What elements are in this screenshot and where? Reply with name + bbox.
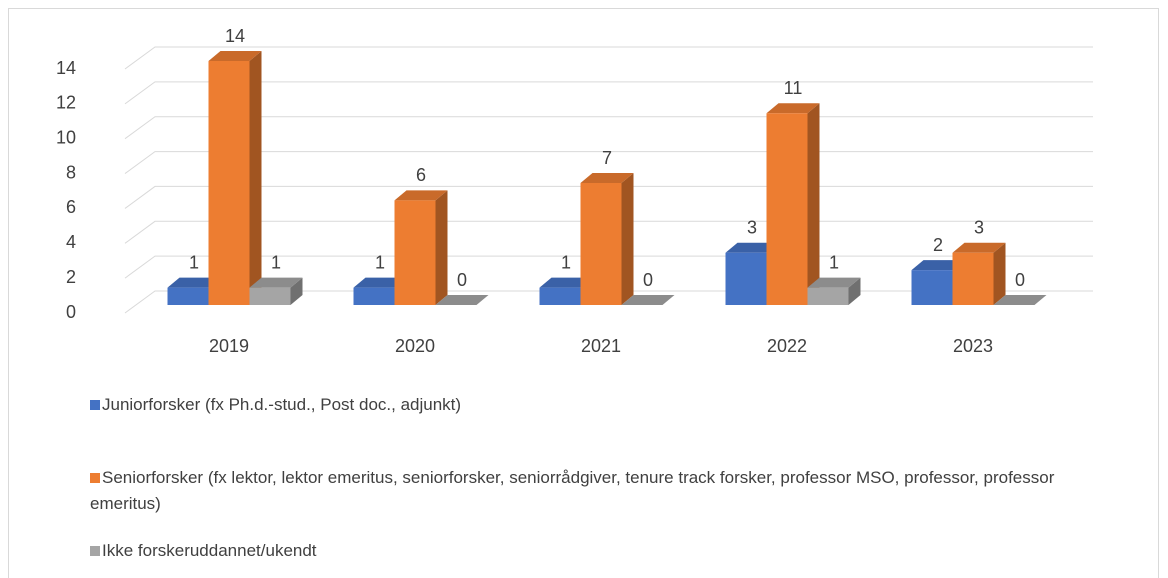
x-tick-label: 2020 bbox=[395, 336, 435, 356]
bar-face bbox=[911, 260, 965, 271]
bar-face bbox=[993, 242, 1006, 305]
bar-face bbox=[435, 190, 448, 305]
x-tick-label: 2019 bbox=[209, 336, 249, 356]
bar-face bbox=[725, 242, 779, 253]
data-label: 0 bbox=[643, 270, 653, 290]
x-tick-label: 2023 bbox=[953, 336, 993, 356]
y-tick-label: 12 bbox=[56, 93, 76, 113]
bar-face bbox=[435, 295, 489, 305]
bar-face bbox=[621, 173, 634, 305]
bar bbox=[580, 173, 634, 305]
y-tick-label: 0 bbox=[66, 302, 76, 322]
data-label: 0 bbox=[457, 270, 467, 290]
bar-face bbox=[807, 103, 820, 306]
bar bbox=[353, 277, 407, 305]
bar bbox=[249, 277, 303, 305]
bar-face bbox=[807, 277, 861, 288]
legend-label: Juniorforsker (fx Ph.d.-stud., Post doc.… bbox=[102, 395, 462, 414]
legend-swatch bbox=[90, 546, 100, 556]
data-label: 6 bbox=[416, 165, 426, 185]
legend-item: Seniorforsker (fx lektor, lektor emeritu… bbox=[90, 465, 1110, 517]
bar-face bbox=[249, 51, 262, 305]
legend-swatch bbox=[90, 473, 100, 483]
data-label: 1 bbox=[189, 252, 199, 272]
y-tick-label: 2 bbox=[66, 267, 76, 287]
legend-label: Seniorforsker (fx lektor, lektor emeritu… bbox=[90, 468, 1055, 513]
bar-face bbox=[290, 277, 303, 305]
bar-face bbox=[167, 287, 209, 305]
bar-face bbox=[911, 270, 953, 305]
bar-face bbox=[249, 287, 291, 305]
bar-face bbox=[394, 200, 436, 305]
bar bbox=[807, 277, 861, 305]
bar bbox=[952, 242, 1006, 305]
y-tick-label: 8 bbox=[66, 162, 76, 182]
y-tick-label: 4 bbox=[66, 232, 76, 252]
bar bbox=[993, 295, 1047, 305]
bar-face bbox=[208, 61, 250, 305]
bar bbox=[208, 51, 262, 305]
data-label: 3 bbox=[974, 217, 984, 237]
bar-face bbox=[580, 183, 622, 305]
legend-item: Juniorforsker (fx Ph.d.-stud., Post doc.… bbox=[90, 392, 1110, 418]
grid-line bbox=[124, 81, 1093, 105]
data-label: 1 bbox=[829, 252, 839, 272]
bar-face bbox=[848, 277, 861, 305]
bar bbox=[435, 295, 489, 305]
frame bbox=[8, 8, 1159, 578]
bar-face bbox=[807, 287, 849, 305]
bar-face bbox=[725, 252, 767, 305]
grid-line bbox=[124, 116, 1093, 140]
x-tick-label: 2021 bbox=[581, 336, 621, 356]
y-tick-label: 6 bbox=[66, 197, 76, 217]
data-label: 7 bbox=[602, 148, 612, 168]
data-label: 3 bbox=[747, 217, 757, 237]
legend-label: Ikke forskeruddannet/ukendt bbox=[102, 541, 317, 560]
bar-face bbox=[249, 277, 303, 288]
legend-item: Ikke forskeruddannet/ukendt bbox=[90, 538, 1110, 564]
bar bbox=[621, 295, 675, 305]
data-label: 1 bbox=[375, 252, 385, 272]
bar-face bbox=[580, 173, 634, 183]
data-label: 11 bbox=[784, 78, 803, 98]
legend-swatch bbox=[90, 400, 100, 410]
data-label: 2 bbox=[933, 235, 943, 255]
y-tick-label: 14 bbox=[56, 58, 76, 78]
bar-face bbox=[208, 51, 262, 61]
bar-face bbox=[167, 277, 221, 288]
grid-line bbox=[124, 46, 1093, 70]
bar-face bbox=[539, 277, 593, 288]
bar-face bbox=[952, 252, 994, 305]
bar-face bbox=[539, 287, 581, 305]
data-label: 1 bbox=[271, 252, 281, 272]
bar-face bbox=[993, 295, 1047, 305]
bar-face bbox=[766, 103, 820, 114]
bar bbox=[394, 190, 448, 305]
y-tick-label: 10 bbox=[56, 127, 76, 147]
bar-face bbox=[394, 190, 448, 201]
bar-face bbox=[621, 295, 675, 305]
data-label: 0 bbox=[1015, 270, 1025, 290]
data-label: 14 bbox=[225, 26, 245, 46]
bar-face bbox=[353, 277, 407, 288]
bar-face bbox=[766, 113, 808, 306]
bar bbox=[766, 103, 820, 306]
bar-face bbox=[353, 287, 395, 305]
bar-face bbox=[952, 242, 1006, 253]
x-tick-label: 2022 bbox=[767, 336, 807, 356]
data-label: 1 bbox=[561, 252, 571, 272]
